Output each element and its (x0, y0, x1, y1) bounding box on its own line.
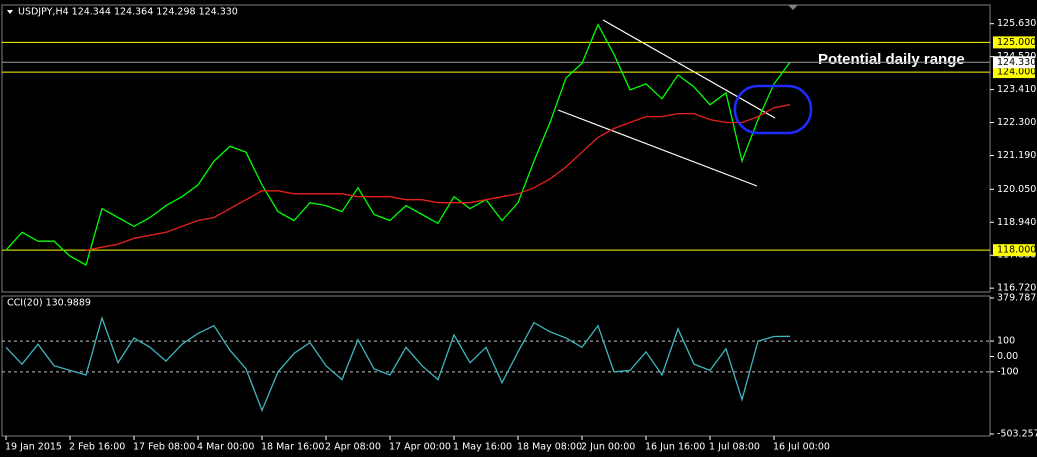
level-label: 125.000 (997, 37, 1036, 48)
level-label-bg (993, 66, 1035, 79)
current-price-label: 124.330 (997, 57, 1036, 68)
y-tick-label: 121.190 (997, 150, 1036, 161)
y-tick-label: 123.410 (997, 84, 1036, 95)
y-tick-label: -503.2579 (997, 429, 1037, 440)
x-tick-label: 18 Mar 16:00 (261, 442, 324, 453)
x-tick-label: 1 Jul 08:00 (709, 442, 760, 453)
x-tick-label: 2 Jun 00:00 (581, 442, 635, 453)
x-tick-label: 18 May 08:00 (517, 442, 582, 453)
level-label: 118.000 (997, 245, 1036, 256)
x-tick-label: 1 May 16:00 (453, 442, 512, 453)
x-tick-label: 17 Apr 00:00 (389, 442, 451, 453)
level-label: 124.000 (997, 67, 1036, 78)
y-tick-label: 0.00 (997, 351, 1018, 362)
y-tick-label: 122.300 (997, 117, 1036, 128)
y-tick-label: 379.7873 (997, 293, 1037, 304)
x-tick-label: 16 Jun 16:00 (645, 442, 705, 453)
series-line (85, 104, 791, 251)
series-line (5, 23, 791, 266)
y-tick-label: 116.720 (997, 283, 1036, 294)
range-ellipse (733, 84, 813, 135)
cci-title: CCI(20) 130.9889 (7, 298, 91, 309)
trend-line (602, 19, 776, 119)
x-tick-label: 2 Apr 08:00 (325, 442, 381, 453)
trend-line (557, 109, 758, 187)
x-tick-label: 19 Jan 2015 (5, 442, 62, 453)
x-tick-label: 2 Feb 16:00 (69, 442, 125, 453)
x-tick-label: 16 Jul 00:00 (773, 442, 830, 453)
y-tick-label: -100 (997, 366, 1019, 377)
price-title: USDJPY,H4 124.344 124.364 124.298 124.33… (18, 7, 238, 18)
level-label-bg (993, 244, 1035, 257)
series-line (5, 315, 791, 413)
annotation: Potential daily range (818, 51, 965, 68)
menu-icon[interactable] (7, 10, 13, 14)
shift-marker (788, 5, 798, 10)
price-panel (1, 4, 991, 293)
x-tick-label: 17 Feb 08:00 (133, 442, 195, 453)
y-tick-label: 100 (997, 336, 1015, 347)
y-tick-label: 125.630 (997, 18, 1036, 29)
y-tick-label: 118.940 (997, 217, 1036, 228)
y-tick-label: 120.050 (997, 184, 1036, 195)
cci-panel (1, 295, 991, 437)
current-price-bg (993, 56, 1035, 69)
level-label-bg (993, 36, 1035, 49)
x-tick-label: 4 Mar 00:00 (197, 442, 254, 453)
